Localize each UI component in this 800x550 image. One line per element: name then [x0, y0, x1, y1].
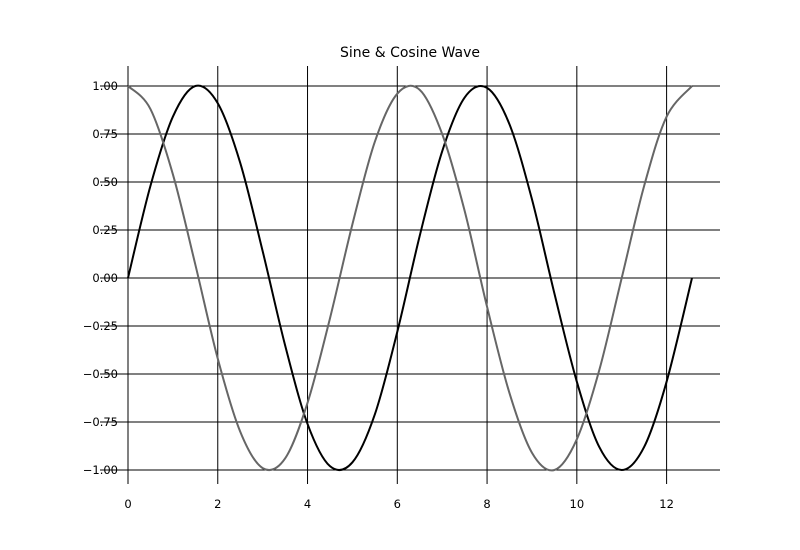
y-tick-label: −0.50 — [83, 367, 118, 381]
y-tick-label: 0.50 — [92, 175, 118, 189]
x-tick-label: 10 — [570, 497, 585, 511]
x-tick-label: 6 — [394, 497, 401, 511]
series-line-gray — [127, 84, 693, 472]
x-tick-label: 2 — [214, 497, 221, 511]
y-tick-label: 1.00 — [92, 79, 118, 93]
y-tick-label: −0.75 — [83, 415, 118, 429]
x-tick-label: 4 — [304, 497, 311, 511]
series-line-dark — [127, 84, 693, 472]
series-layer — [127, 84, 693, 472]
chart-title: Sine & Cosine Wave — [340, 45, 480, 61]
ticks-layer: 1.00 0.75 0.50 0.25 0.00 −0.25 −0.50 −0.75 −1.00… — [83, 79, 674, 511]
x-tick-label: 8 — [483, 497, 490, 511]
y-tick-label: 0.00 — [92, 271, 118, 285]
x-tick-label: 0 — [124, 497, 131, 511]
x-tick-label: 12 — [659, 497, 674, 511]
y-tick-label: 0.25 — [92, 223, 118, 237]
y-tick-label: −1.00 — [83, 463, 118, 477]
y-tick-label: −0.25 — [83, 319, 118, 333]
y-tick-label: 0.75 — [92, 127, 118, 141]
